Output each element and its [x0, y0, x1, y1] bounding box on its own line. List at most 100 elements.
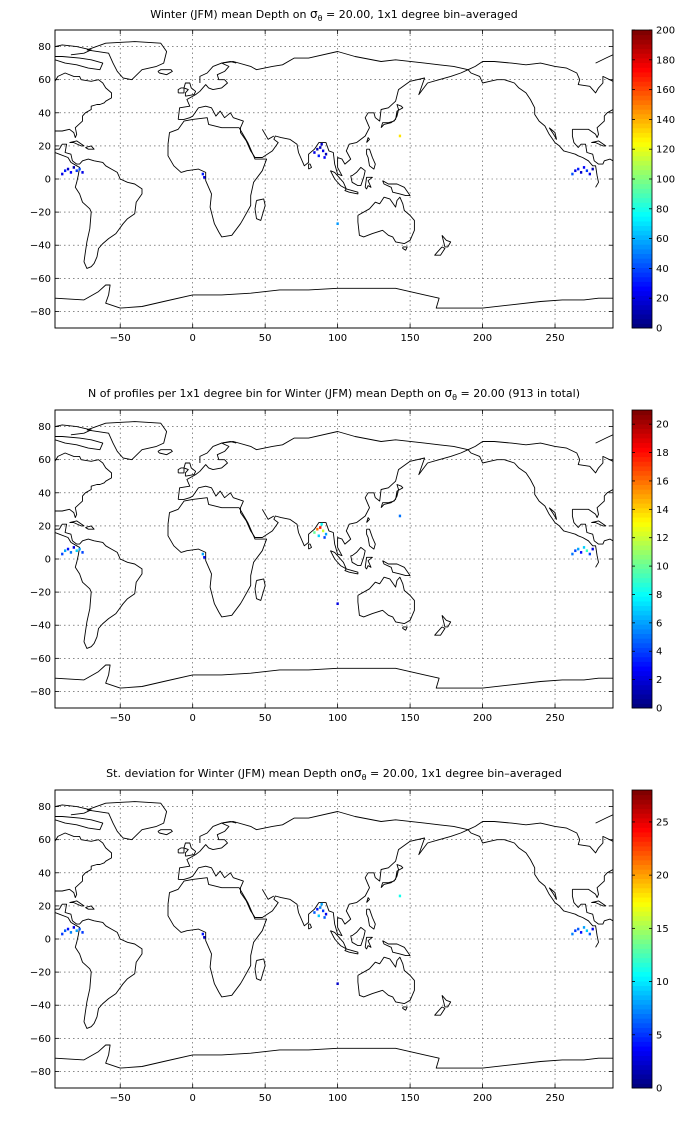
data-cell: [398, 134, 402, 138]
data-cell: [75, 549, 78, 553]
colorbar-segment: [632, 211, 652, 217]
data-cell: [582, 546, 586, 549]
coastline: [85, 905, 95, 910]
coastline: [571, 129, 613, 165]
colorbar-segment: [632, 318, 652, 324]
colorbar-segment: [632, 642, 652, 648]
title-subscript: θ: [318, 14, 323, 23]
data-cell: [579, 551, 583, 554]
coastline: [382, 180, 411, 197]
data-cell: [75, 929, 78, 933]
coastline: [308, 163, 312, 170]
data-cell: [336, 982, 339, 986]
colorbar-segment: [632, 554, 652, 560]
coastline: [55, 44, 92, 56]
coastline: [261, 129, 275, 140]
x-tick-label: 150: [401, 713, 420, 724]
colorbar-tick-label: 16: [656, 476, 669, 487]
data-cell: [69, 171, 73, 174]
panel-title: St. deviation for Winter (JFM) mean Dept…: [106, 766, 562, 782]
colorbar-segment: [632, 892, 652, 898]
colorbar-segment: [632, 675, 652, 681]
colorbar-segment: [632, 507, 652, 513]
colorbar-segment: [632, 276, 652, 282]
coastline: [157, 449, 173, 456]
colorbar-segment: [632, 442, 652, 448]
coastline: [86, 41, 168, 81]
colorbar-tick-label: 60: [656, 234, 669, 245]
data-cell: [75, 169, 78, 173]
data-cell: [323, 916, 326, 919]
colorbar-segment: [632, 614, 652, 621]
colorbar-segment: [632, 803, 652, 810]
colorbar-tick-label: 8: [656, 590, 662, 601]
coastline: [591, 140, 607, 147]
colorbar-segment: [632, 883, 652, 889]
colorbar-segment: [632, 572, 652, 579]
colorbar-segment: [632, 281, 652, 287]
colorbar-segment: [632, 925, 652, 931]
y-tick-label: −60: [30, 654, 51, 665]
data-cell: [63, 169, 67, 173]
coastline: [254, 958, 266, 981]
title-subscript: θ: [452, 393, 457, 402]
colorbar-segment: [632, 489, 652, 495]
panel-title: Winter (JFM) mean Depth on σθ = 20.00, 1…: [150, 7, 518, 23]
colorbar-tick-label: 180: [656, 55, 675, 66]
colorbar-segment: [632, 680, 652, 686]
colorbar-segment: [632, 596, 652, 602]
x-tick-label: 0: [190, 333, 196, 344]
colorbar-segment: [632, 81, 652, 87]
colorbar-segment: [632, 1036, 652, 1042]
colorbar-segment: [632, 141, 652, 147]
colorbar-tick-label: 0: [656, 704, 662, 715]
coastline: [357, 956, 415, 1005]
colorbar-segment: [632, 104, 652, 110]
x-tick-label: 0: [190, 1093, 196, 1104]
colorbar-segment: [632, 901, 652, 907]
colorbar-segment: [632, 855, 652, 861]
coastline: [308, 543, 312, 550]
panel-title: N of profiles per 1x1 degree bin for Win…: [88, 386, 580, 402]
coastline: [261, 889, 275, 900]
colorbar-segment: [632, 976, 652, 982]
y-tick-label: −80: [30, 687, 51, 698]
data-cell: [582, 926, 586, 929]
y-tick-label: 20: [38, 521, 51, 532]
coastline: [591, 520, 607, 527]
coastline: [167, 877, 268, 998]
data-cell: [203, 936, 206, 939]
colorbar-segment: [632, 304, 652, 310]
coastline: [357, 196, 415, 245]
coastline: [55, 424, 92, 436]
colorbar-tick-label: 20: [656, 294, 669, 305]
colorbar-segment: [632, 300, 652, 306]
data-cell: [63, 929, 67, 933]
colorbar-segment: [632, 549, 652, 555]
colorbar-segment: [632, 272, 652, 278]
coastline: [572, 489, 613, 519]
data-cell: [585, 549, 589, 553]
colorbar-segment: [632, 34, 652, 40]
colorbar-segment: [632, 230, 652, 236]
coastline: [55, 804, 92, 816]
data-cell: [324, 532, 328, 536]
colorbar-tick-label: 0: [656, 324, 662, 335]
data-cell: [316, 907, 319, 911]
data-cell: [571, 932, 574, 936]
colorbar-segment: [632, 985, 652, 991]
colorbar-segment: [632, 582, 652, 588]
colorbar-segment: [632, 295, 652, 301]
colorbar-segment: [632, 95, 652, 101]
coastline: [183, 82, 197, 97]
x-tick-label: −50: [110, 1093, 131, 1104]
colorbar-segment: [632, 535, 652, 541]
colorbar-segment: [632, 850, 652, 856]
colorbar-segment: [632, 53, 652, 59]
coastline: [199, 61, 237, 83]
colorbar-segment: [632, 475, 652, 481]
colorbar-tick-label: 140: [656, 115, 675, 126]
colorbar-segment: [632, 428, 652, 434]
colorbar-segment: [632, 873, 652, 879]
data-cell: [577, 927, 580, 931]
